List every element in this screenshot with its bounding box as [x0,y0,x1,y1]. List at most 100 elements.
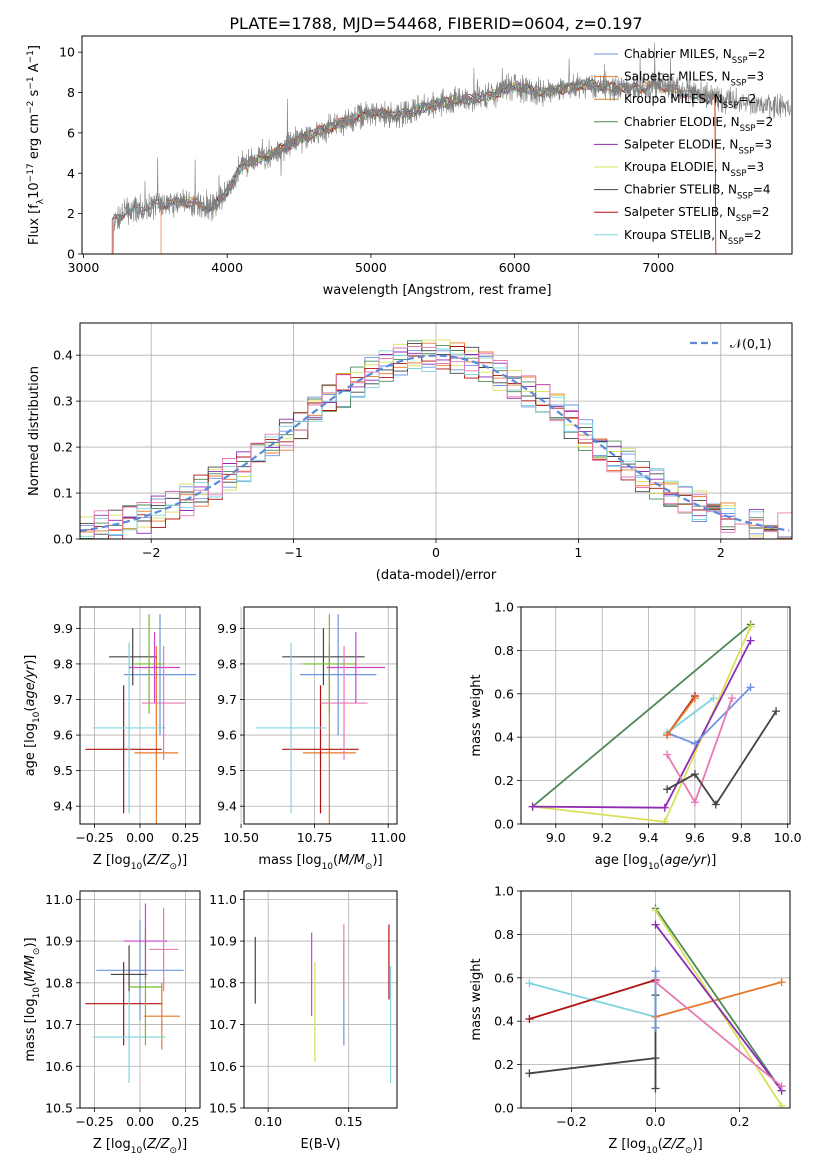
axes-frame [520,606,791,825]
data-point-salp_elodie [528,802,537,811]
plot-area-weight_vs_z [525,904,786,1108]
series-line-chab_elodie [654,907,783,1092]
y-axis-label: mass weight [469,674,484,756]
y-tick-label: 9.6 [53,728,73,743]
x-axis-label: Z [log10(Z/Z⊙)] [93,1137,187,1156]
plot-area-spectrum [111,42,791,254]
x-tick-label: 0.00 [126,830,154,845]
y-tick-label: 0.3 [53,394,73,409]
x-tick-label: 9.0 [546,830,566,845]
data-point-krou_elodie [651,906,660,915]
x-tick-label: 11.00 [370,830,406,845]
series-line-krou_stelib [666,697,715,734]
x-tick-label: 1 [574,545,582,560]
y-tick-label: 0.1 [53,486,73,501]
legend-entry: 𝒩(0,1) [730,336,772,351]
plot-weight_vs_age: 9.0 9.2 9.4 9.6 9.8 10.0 0.0 0.2 0.4 0.6 0.8 1.0 age… [469,600,802,873]
x-tick-label: −1 [284,545,302,560]
y-tick-label: 8 [67,85,75,100]
data-point-salp_stelib [525,1015,534,1024]
series-line-salp_elodie [532,640,752,809]
data-point-pink [690,798,699,807]
y-tick-label: 1.0 [494,884,514,899]
series-line-salp_elodie [654,924,783,1092]
y-tick-label: 10.7 [209,1017,237,1032]
y-tick-label: 1.0 [494,600,514,615]
data-point-salp_elodie [651,920,660,929]
data-point-krou_stelib [525,979,534,988]
x-tick-label: 9.4 [639,830,659,845]
axes-frame [81,35,793,255]
y-tick-label: 0.2 [53,440,73,455]
series-line-chab_stelib [529,995,657,1089]
data-point-chab_stelib [525,1069,534,1078]
y-axis-label: mass weight [469,958,484,1040]
y-tick-label: 9.8 [217,656,237,671]
y-tick-label: 10.6 [209,1059,237,1074]
y-axis-label: Normed distribution [27,366,42,496]
data-point-salp_elodie [746,636,755,645]
y-tick-label: 9.9 [53,621,73,636]
residual-histogram-pink [80,346,792,539]
x-tick-label: 0.00 [126,1114,154,1129]
plot-spectrum: 3000 4000 5000 6000 7000 0 2 4 6 8 10 wavelength [A… [26,35,793,298]
x-tick-label: 9.2 [592,830,612,845]
y-tick-label: 11.0 [45,892,73,907]
x-tick-label: 2 [717,545,725,560]
x-tick-label: 9.6 [685,830,705,845]
data-point-chab_miles [651,967,660,976]
data-point-salp_elodie [660,803,669,812]
x-tick-label: 7000 [642,260,674,275]
data-point-pink [777,1082,786,1091]
normal-reference-curve [80,354,790,532]
plot-age_vs_z: −0.25 0.00 0.25 9.4 9.5 9.6 9.7 9.8 9.9 Z [log10(… [23,606,201,872]
data-point-krou_elodie [777,1101,786,1108]
legend-entry: Kroupa STELIB, NSSP=2 [624,228,762,247]
model-spectrum-salp_elodie [212,79,630,212]
y-tick-label: 10.8 [209,975,237,990]
x-axis-label: Z [log10(Z/Z⊙)] [93,853,187,872]
y-tick-label: 0.2 [494,773,514,788]
x-axis-label: wavelength [Angstrom, rest frame] [323,283,552,298]
plot-mass_vs_z: −0.25 0.00 0.25 10.5 10.6 10.7 10.8 10.9 11.0 Z [… [23,890,201,1156]
y-tick-label: 10.6 [45,1059,73,1074]
data-point-salp_miles [690,694,699,703]
legend-entry: Salpeter STELIB, NSSP=2 [624,205,769,224]
x-tick-label: 3000 [68,260,100,275]
y-tick-label: 0.4 [494,730,514,745]
data-point-krou_elodie [660,817,669,824]
y-tick-label: 0.0 [494,817,514,832]
x-axis-label: mass [log10(M/M⊙)] [258,853,382,872]
y-tick-label: 10.9 [45,934,73,949]
x-tick-label: 10.0 [774,830,802,845]
x-tick-label: 5000 [355,260,387,275]
model-spectrum-krou_elodie [212,80,630,213]
x-tick-label: 6000 [499,260,531,275]
legend-entry: Kroupa MILES, NSSP=2 [624,92,756,111]
y-tick-label: 0.4 [494,1014,514,1029]
x-tick-label: 0 [432,545,440,560]
series-line-chab_stelib [666,710,777,807]
y-tick-label: 0.2 [494,1057,514,1072]
y-tick-label: 0.6 [494,686,514,701]
data-point-chab_stelib [690,770,699,779]
x-axis-label: E(B-V) [300,1137,340,1152]
plot-weight_vs_z: −0.2 0.0 0.2 0.0 0.2 0.4 0.6 0.8 1.0 Z [log10(Z/Z… [469,884,791,1156]
y-tick-label: 9.4 [217,799,237,814]
y-tick-label: 10.8 [45,975,73,990]
y-tick-label: 11.0 [209,892,237,907]
data-point-chab_stelib [663,785,672,794]
plot-area-mass_vs_z [85,903,184,1083]
x-tick-label: 0.10 [254,1114,282,1129]
legend-entry: Salpeter MILES, NSSP=3 [624,70,764,89]
legend-entry: Kroupa ELODIE, NSSP=3 [624,160,764,179]
y-tick-label: 0.8 [494,927,514,942]
series-line-salp_miles [666,697,696,736]
legend-entry: Chabrier STELIB, NSSP=4 [624,183,771,202]
y-tick-label: 10.9 [209,934,237,949]
y-tick-label: 9.5 [53,763,73,778]
y-tick-label: 9.7 [53,692,73,707]
series-line-pink [666,697,733,805]
data-point-chab_stelib [651,1054,660,1063]
data-point-chab_miles [651,1023,660,1032]
